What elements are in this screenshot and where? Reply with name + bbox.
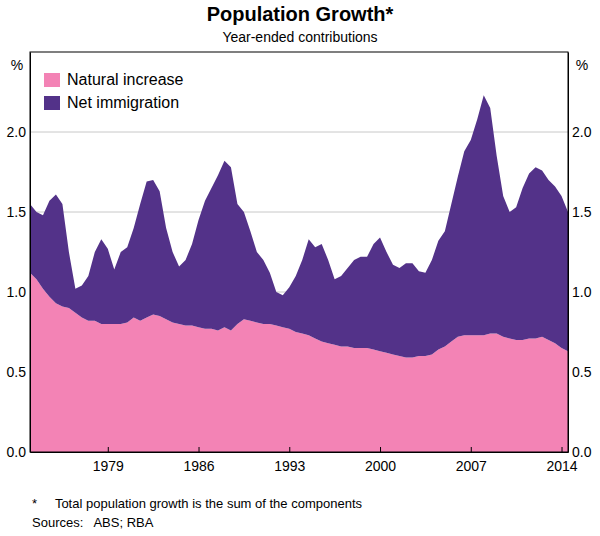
tick-label: 1986 <box>183 458 214 474</box>
legend: Natural increase Net immigration <box>44 71 184 111</box>
tick-label: 0.5 <box>7 364 27 380</box>
axis-line <box>30 53 31 453</box>
tick-label: 2000 <box>365 458 396 474</box>
area <box>30 95 568 357</box>
tick-mark <box>562 447 563 452</box>
tick: 2014 <box>546 447 577 474</box>
tick: 2.0 <box>568 124 592 140</box>
tick: 1993 <box>274 447 305 474</box>
axis-line <box>31 452 569 453</box>
tick: 1.0 <box>7 284 30 300</box>
legend-label: Net immigration <box>67 94 179 111</box>
tick-label: 1.5 <box>7 204 27 220</box>
footnote: * Total population growth is the sum of … <box>32 496 363 511</box>
tick-label: 1.0 <box>572 284 592 300</box>
tick-mark <box>289 447 290 452</box>
tick-mark <box>199 447 200 452</box>
tick-label: 2.0 <box>572 124 592 140</box>
subtitle: Year-ended contributions <box>222 29 377 45</box>
tick-mark <box>380 447 381 452</box>
plot-frame <box>30 52 568 452</box>
tick: 2.0 <box>7 124 30 140</box>
tick-label: 0.5 <box>572 364 592 380</box>
tick: 1.5 <box>568 204 592 220</box>
tick-label: 0.0 <box>7 444 27 460</box>
tick: 1986 <box>183 447 214 474</box>
chart: Population Growth* Year-ended contributio… <box>0 0 600 536</box>
axis: 0.0 0.5 1.0 1.5 2.0 <box>7 53 31 460</box>
tick-label: 2.0 <box>7 124 27 140</box>
tick-mark <box>471 447 472 452</box>
tick-label: 1.0 <box>7 284 27 300</box>
tick: 2007 <box>456 447 487 474</box>
axis-line <box>568 53 569 453</box>
tick: 0.0 <box>7 444 30 460</box>
tick-label: 1993 <box>274 458 305 474</box>
tick: 1.0 <box>568 284 592 300</box>
legend-swatch <box>44 73 60 87</box>
tick: 0.5 <box>568 364 592 380</box>
legend-label: Natural increase <box>67 71 184 88</box>
axis-unit: % <box>11 57 23 73</box>
axis-unit: % <box>576 57 588 73</box>
sources: Sources: ABS; RBA <box>32 515 154 530</box>
axis: 1979 1986 1993 2000 2007 2014 <box>31 447 578 474</box>
tick-label: 1979 <box>93 458 124 474</box>
axis: 0.00.51.01.52.0 <box>568 53 592 460</box>
title: Population Growth* <box>207 3 394 25</box>
legend-swatch <box>44 96 60 110</box>
tick-label: 2007 <box>456 458 487 474</box>
tick-label: 1.5 <box>572 204 592 220</box>
tick-label: 2014 <box>546 458 577 474</box>
tick: 0.5 <box>7 364 30 380</box>
tick-mark <box>108 447 109 452</box>
tick: 2000 <box>365 447 396 474</box>
tick: 1.5 <box>7 204 30 220</box>
tick: 1979 <box>93 447 124 474</box>
plot-area <box>30 95 568 452</box>
